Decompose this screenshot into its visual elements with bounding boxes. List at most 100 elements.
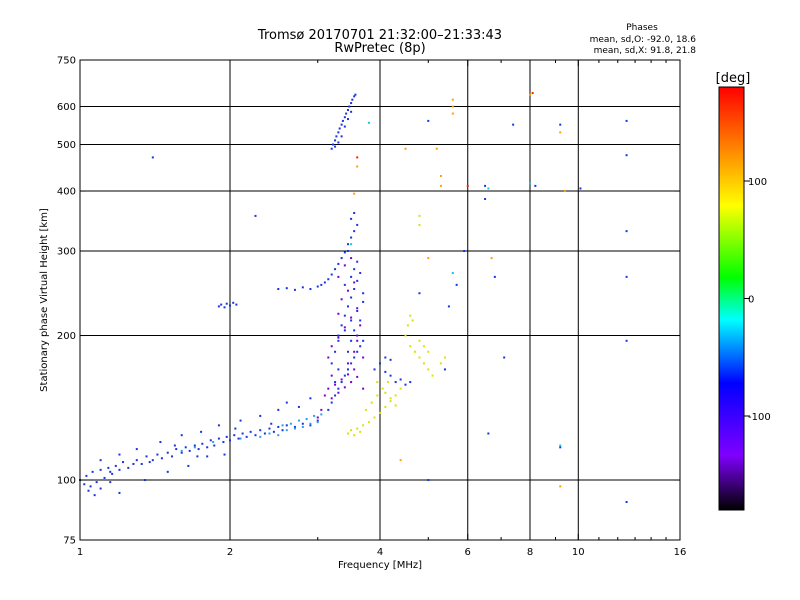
data-point xyxy=(350,339,353,342)
data-point xyxy=(245,435,248,438)
data-point xyxy=(384,356,387,359)
data-point xyxy=(386,381,389,384)
data-point xyxy=(297,419,300,422)
data-point xyxy=(337,336,340,339)
data-point xyxy=(301,425,304,428)
data-point xyxy=(353,230,356,233)
data-point xyxy=(353,192,356,195)
data-point xyxy=(394,404,397,407)
data-point xyxy=(109,481,112,484)
data-point xyxy=(625,275,628,278)
data-point xyxy=(320,408,323,411)
data-point xyxy=(233,434,236,437)
data-point xyxy=(362,339,365,342)
y-tick-label: 600 xyxy=(57,102,76,113)
data-point xyxy=(223,453,226,456)
data-point xyxy=(87,489,90,492)
data-point xyxy=(330,345,333,348)
data-point xyxy=(320,413,323,416)
data-point xyxy=(337,262,340,265)
data-point xyxy=(427,479,430,482)
data-point xyxy=(346,373,349,376)
data-point xyxy=(354,93,357,96)
x-tick-label: 10 xyxy=(572,547,585,558)
data-point xyxy=(193,444,196,447)
data-point xyxy=(384,391,387,394)
data-point xyxy=(337,275,340,278)
data-point xyxy=(180,451,183,454)
data-point xyxy=(439,174,442,177)
data-point xyxy=(239,419,242,422)
data-point xyxy=(353,368,356,371)
chart-subtitle: RwPretec (8p) xyxy=(334,41,425,56)
x-axis-label: Frequency [MHz] xyxy=(338,560,422,571)
data-point xyxy=(140,462,143,465)
data-point xyxy=(327,408,330,411)
data-point xyxy=(384,405,387,408)
data-point xyxy=(122,461,125,464)
data-point xyxy=(330,397,333,400)
data-point xyxy=(277,408,280,411)
data-point xyxy=(301,422,304,425)
data-point xyxy=(563,190,566,193)
data-point xyxy=(362,292,365,295)
data-point xyxy=(309,424,312,427)
data-point xyxy=(223,306,226,309)
data-point xyxy=(343,251,346,254)
data-point xyxy=(272,430,275,433)
data-point xyxy=(346,109,349,112)
data-point xyxy=(332,143,335,146)
data-point xyxy=(409,381,412,384)
data-point xyxy=(356,309,359,312)
data-point xyxy=(362,424,365,427)
data-points xyxy=(79,92,628,503)
data-point xyxy=(330,401,333,404)
data-point xyxy=(196,455,199,458)
data-point xyxy=(193,446,196,449)
data-point xyxy=(118,491,121,494)
y-tick-label: 200 xyxy=(57,331,76,342)
data-point xyxy=(334,394,337,397)
data-point xyxy=(337,131,340,134)
data-point xyxy=(330,147,333,150)
data-point xyxy=(356,350,359,353)
data-point xyxy=(197,448,200,451)
data-point xyxy=(356,260,359,263)
data-point xyxy=(337,368,340,371)
data-point xyxy=(99,487,102,490)
stats-title: Phases xyxy=(626,23,658,33)
data-point xyxy=(259,435,262,438)
colorbar-ticks: 100 0 -100 xyxy=(744,177,771,423)
data-point xyxy=(309,397,312,400)
data-point xyxy=(217,305,220,308)
data-point xyxy=(114,464,117,467)
y-axis-ticks: 75 100 200 300 400 500 600 750 xyxy=(57,56,680,547)
data-point xyxy=(431,374,434,377)
data-point xyxy=(350,319,353,322)
stats-line-x: mean, sd,X: 91.8, 21.8 xyxy=(594,46,697,56)
data-point xyxy=(394,394,397,397)
colorbar-tick-label: 0 xyxy=(748,295,754,306)
data-point xyxy=(389,400,392,403)
data-point xyxy=(201,442,204,445)
data-point xyxy=(135,448,138,451)
data-point xyxy=(529,182,531,185)
data-point xyxy=(337,141,340,144)
data-point xyxy=(334,350,337,353)
data-point xyxy=(341,119,344,122)
data-point xyxy=(484,184,487,187)
data-point xyxy=(389,358,392,361)
data-point xyxy=(103,476,106,479)
data-point xyxy=(118,468,121,471)
data-point xyxy=(297,405,300,408)
data-point xyxy=(625,119,628,122)
data-point xyxy=(362,387,365,390)
data-point xyxy=(353,268,356,271)
data-point xyxy=(327,356,330,359)
data-point xyxy=(316,419,319,422)
data-point xyxy=(439,184,442,187)
data-point xyxy=(356,307,359,310)
data-point xyxy=(335,135,338,138)
colorbar xyxy=(718,86,745,511)
